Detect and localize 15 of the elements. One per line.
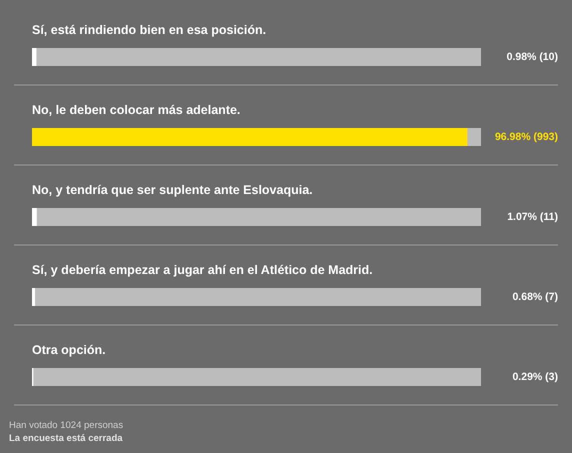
data-label: 0.68% (7) (512, 291, 558, 303)
data-label: 1.07% (11) (507, 211, 558, 223)
data-label: 0.29% (3) (512, 371, 558, 383)
y-tick-label: No, le deben colocar más adelante. (32, 103, 240, 117)
text: Han votado 1024 personas (9, 420, 124, 431)
bar (32, 48, 36, 66)
y-tick-label: No, y tendría que ser suplente ante Eslovaquia. (32, 183, 313, 197)
y-tick-label: Sí, y debería empezar a jugar ahí en el Atlético de Madrid. (32, 263, 373, 277)
y-tick-label: Sí, está rindiendo bien en esa posición. (32, 23, 266, 37)
y-tick-label: Otra opción. (32, 343, 106, 357)
text: La encuesta está cerrada (9, 433, 124, 444)
bar (32, 288, 36, 306)
data-label: 96.98% (993) (494, 131, 558, 143)
bar (32, 208, 37, 226)
data-label: 0.98% (10) (506, 51, 558, 63)
